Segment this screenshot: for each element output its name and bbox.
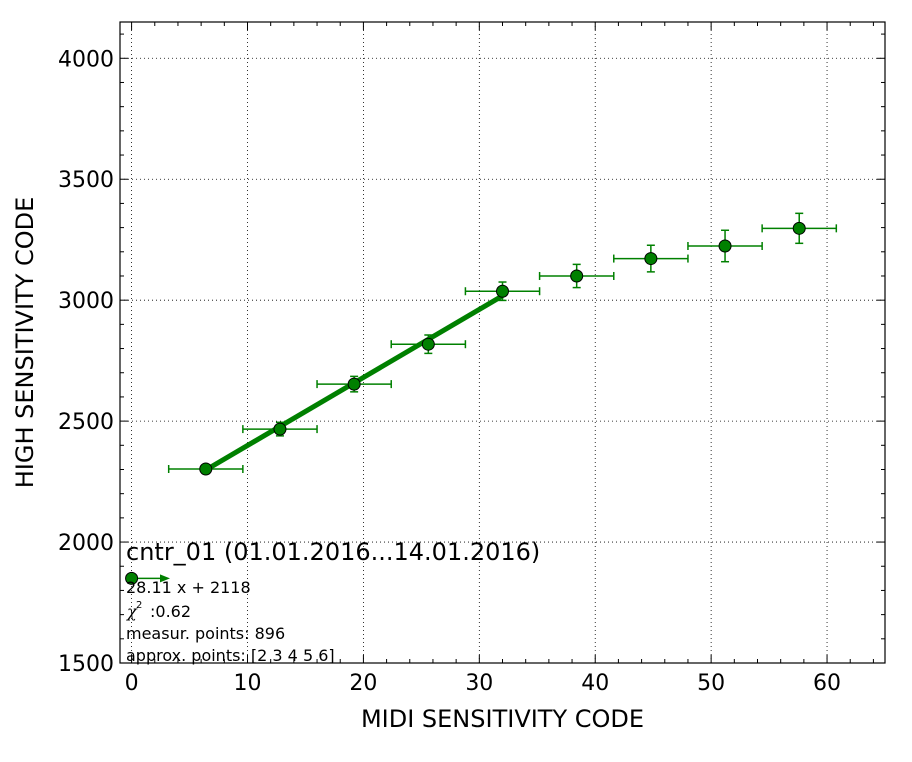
data-marker — [570, 269, 584, 283]
data-point — [390, 334, 467, 355]
data-point — [167, 462, 244, 476]
legend-arrow-head — [160, 574, 170, 583]
data-marker — [718, 239, 732, 253]
x-tick-label: 40 — [581, 671, 609, 696]
data-marker — [644, 252, 658, 266]
annotation-title: cntr_01 (01.01.2016...14.01.2016) — [126, 538, 540, 566]
data-marker — [347, 377, 361, 391]
y-tick-label: 2500 — [58, 410, 114, 435]
data-point — [613, 244, 689, 273]
x-tick-label: 20 — [349, 671, 377, 696]
plot-frame — [119, 21, 886, 664]
x-tick-label: 0 — [125, 671, 139, 696]
data-point — [538, 263, 615, 289]
y-tick-label: 1500 — [58, 652, 114, 677]
x-tick-label: 50 — [697, 671, 725, 696]
data-marker — [792, 221, 806, 235]
plot-area — [120, 22, 885, 663]
data-marker — [496, 284, 509, 298]
y-tick-label: 2000 — [58, 531, 114, 556]
y-tick-label: 4000 — [58, 47, 114, 72]
annotation-measur-points: measur. points: 896 — [126, 624, 285, 643]
data-point — [316, 375, 392, 393]
data-marker — [199, 462, 213, 476]
annotation-chi-value: :0.62 — [150, 602, 191, 621]
annotation-equation: 28.11 x + 2118 — [126, 578, 251, 597]
annotation-chi-sup: 2 — [136, 600, 142, 611]
data-point — [242, 421, 318, 437]
x-tick-label: 10 — [234, 671, 262, 696]
legend-marker — [125, 571, 139, 585]
y-tick-label: 3000 — [58, 289, 114, 314]
data-marker — [273, 422, 287, 436]
annotation-approx-points: approx. points: [2 3 4 5 6] — [126, 646, 335, 665]
data-point — [687, 229, 763, 263]
x-axis-label: MIDI SENSITIVITY CODE — [361, 705, 644, 733]
data-marker — [421, 337, 435, 351]
x-tick-label: 60 — [813, 671, 841, 696]
y-axis-label: HIGH SENSITIVITY CODE — [11, 197, 39, 489]
y-tick-label: 3500 — [58, 168, 114, 193]
data-point — [464, 281, 541, 302]
annotation-chi-symbol: χ — [126, 602, 138, 621]
x-tick-label: 30 — [465, 671, 493, 696]
data-point — [761, 212, 838, 245]
